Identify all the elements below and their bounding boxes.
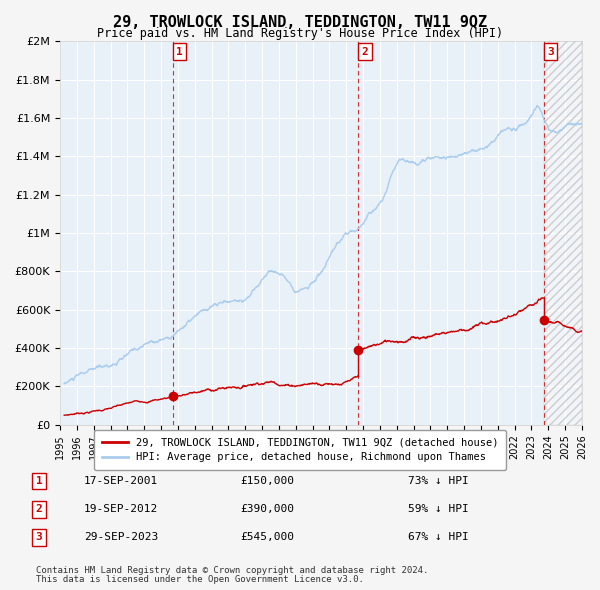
Text: 1: 1 (35, 476, 43, 486)
Text: This data is licensed under the Open Government Licence v3.0.: This data is licensed under the Open Gov… (36, 575, 364, 584)
Text: 17-SEP-2001: 17-SEP-2001 (84, 476, 158, 486)
Text: 67% ↓ HPI: 67% ↓ HPI (408, 533, 469, 542)
Text: 2: 2 (362, 47, 368, 57)
Text: 1: 1 (176, 47, 183, 57)
Text: 29-SEP-2023: 29-SEP-2023 (84, 533, 158, 542)
Text: 29, TROWLOCK ISLAND, TEDDINGTON, TW11 9QZ: 29, TROWLOCK ISLAND, TEDDINGTON, TW11 9Q… (113, 15, 487, 30)
Text: 2: 2 (35, 504, 43, 514)
Text: 59% ↓ HPI: 59% ↓ HPI (408, 504, 469, 514)
Text: £545,000: £545,000 (240, 533, 294, 542)
Text: 73% ↓ HPI: 73% ↓ HPI (408, 476, 469, 486)
Text: 3: 3 (547, 47, 554, 57)
Text: Price paid vs. HM Land Registry's House Price Index (HPI): Price paid vs. HM Land Registry's House … (97, 27, 503, 40)
Text: Contains HM Land Registry data © Crown copyright and database right 2024.: Contains HM Land Registry data © Crown c… (36, 566, 428, 575)
Legend: 29, TROWLOCK ISLAND, TEDDINGTON, TW11 9QZ (detached house), HPI: Average price, : 29, TROWLOCK ISLAND, TEDDINGTON, TW11 9Q… (94, 430, 506, 470)
Text: £150,000: £150,000 (240, 476, 294, 486)
Text: 19-SEP-2012: 19-SEP-2012 (84, 504, 158, 514)
Text: 3: 3 (35, 533, 43, 542)
Text: £390,000: £390,000 (240, 504, 294, 514)
